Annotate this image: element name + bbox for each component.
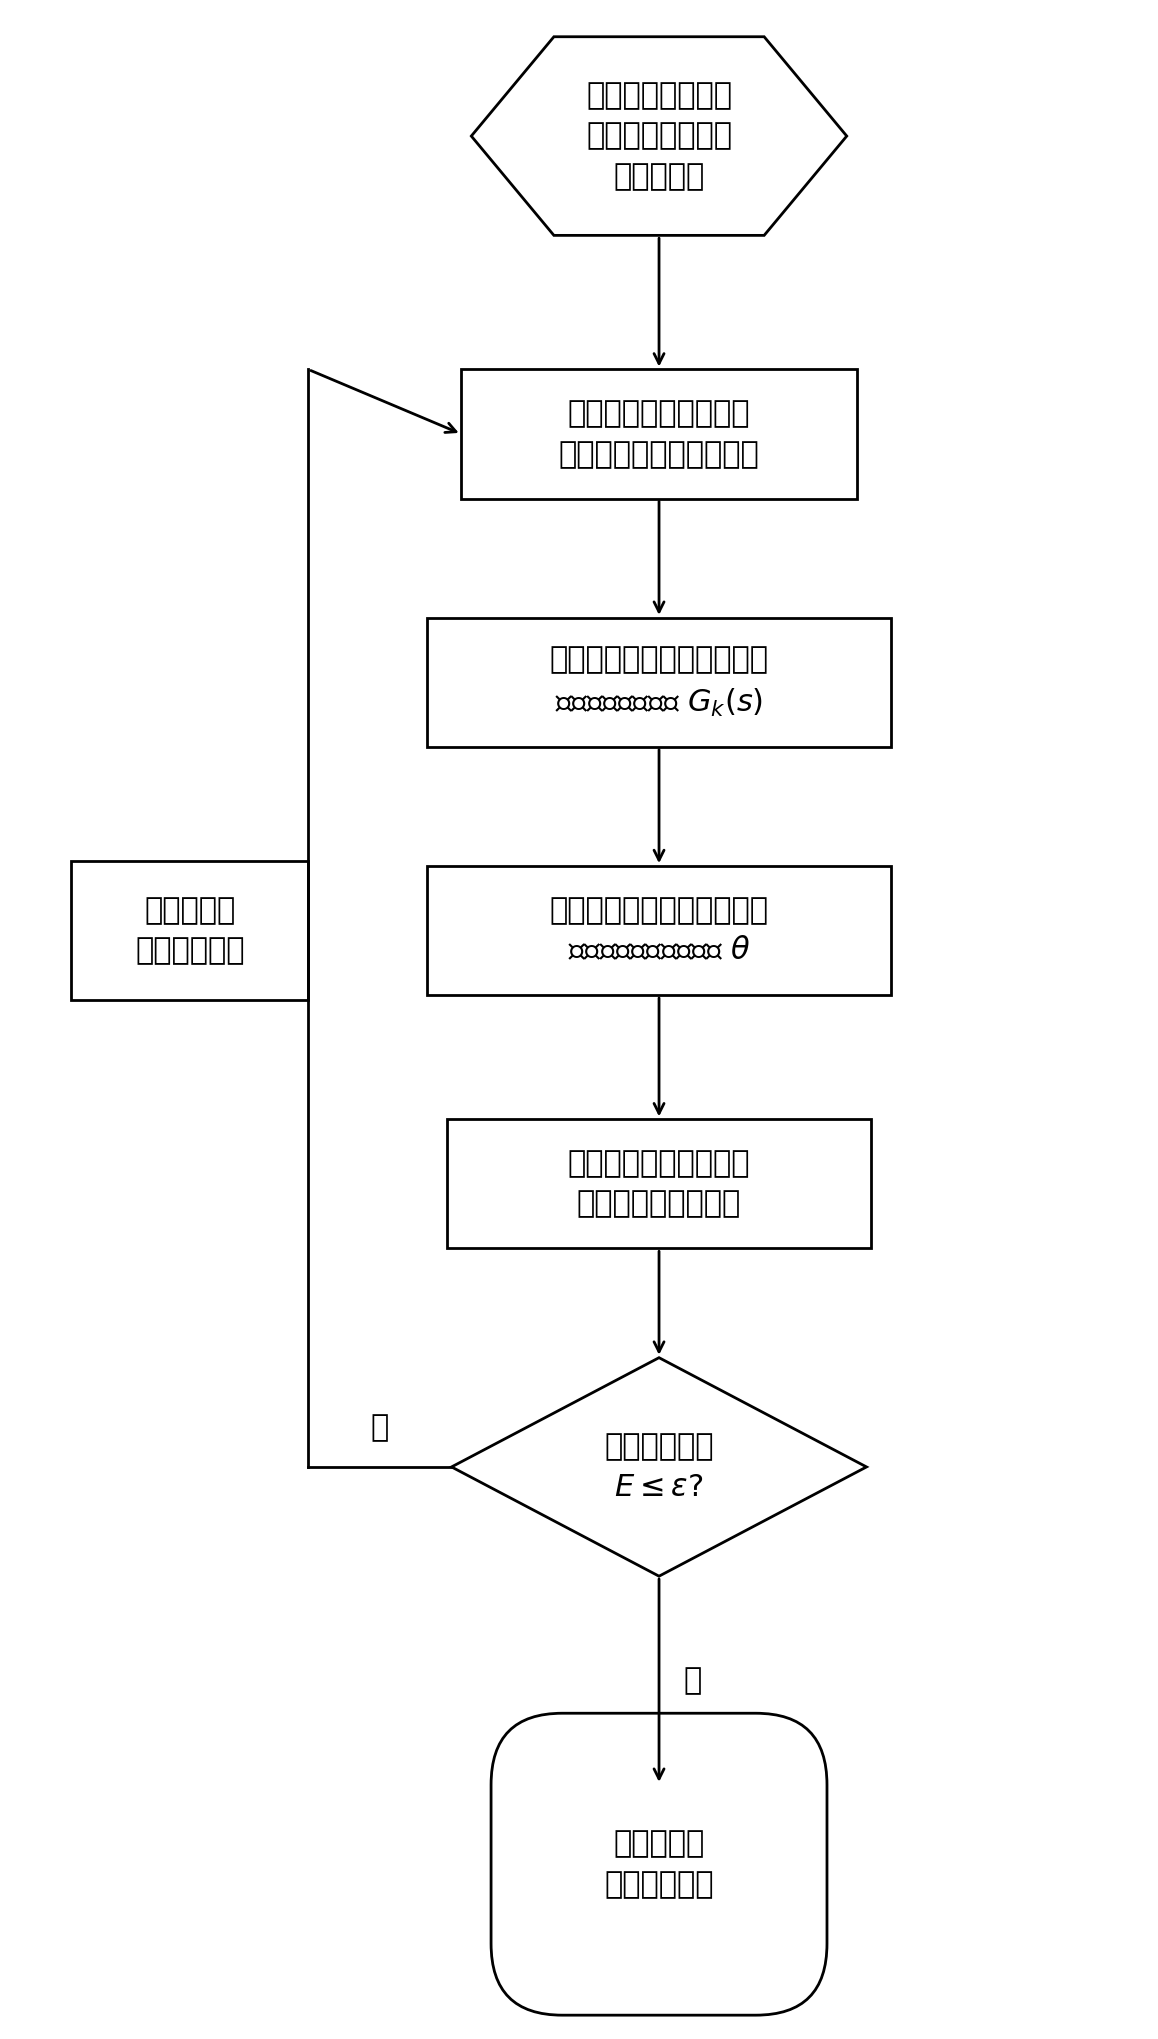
Bar [427,867,892,995]
Bar [71,860,308,1001]
Text: 根据试验数据，应用高斯最
小二乘法辨识模型参数 $\theta$: 根据试验数据，应用高斯最 小二乘法辨识模型参数 $\theta$ [550,895,769,964]
Text: 求解多机电力系统的单
机等值频率响应模型: 求解多机电力系统的单 机等值频率响应模型 [567,1150,750,1219]
Text: 输出长过程
频率响应模型: 输出长过程 频率响应模型 [604,1829,713,1898]
Bar [447,1119,872,1248]
Polygon shape [452,1358,866,1576]
Text: 是: 是 [683,1666,702,1694]
Text: 否: 否 [371,1413,389,1442]
Bar [427,618,892,746]
Text: 建立发电机原动机及调速器
部分频率响应模型 $G_k(s)$: 建立发电机原动机及调速器 部分频率响应模型 $G_k(s)$ [550,646,769,720]
Text: 验证模型精度
$E \leq \varepsilon$?: 验证模型精度 $E \leq \varepsilon$? [604,1431,713,1501]
FancyBboxPatch shape [491,1713,827,2015]
Text: 进行扰动试验，记录频
率、发电机机械功率曲线: 进行扰动试验，记录频 率、发电机机械功率曲线 [558,400,760,469]
Text: 读取待分析电力系
统的发电机、支路
及负荷数据: 读取待分析电力系 统的发电机、支路 及负荷数据 [586,82,732,192]
Polygon shape [471,37,846,234]
Bar [461,369,857,500]
Text: 改变扰动大
小，重新试验: 改变扰动大 小，重新试验 [135,895,244,964]
